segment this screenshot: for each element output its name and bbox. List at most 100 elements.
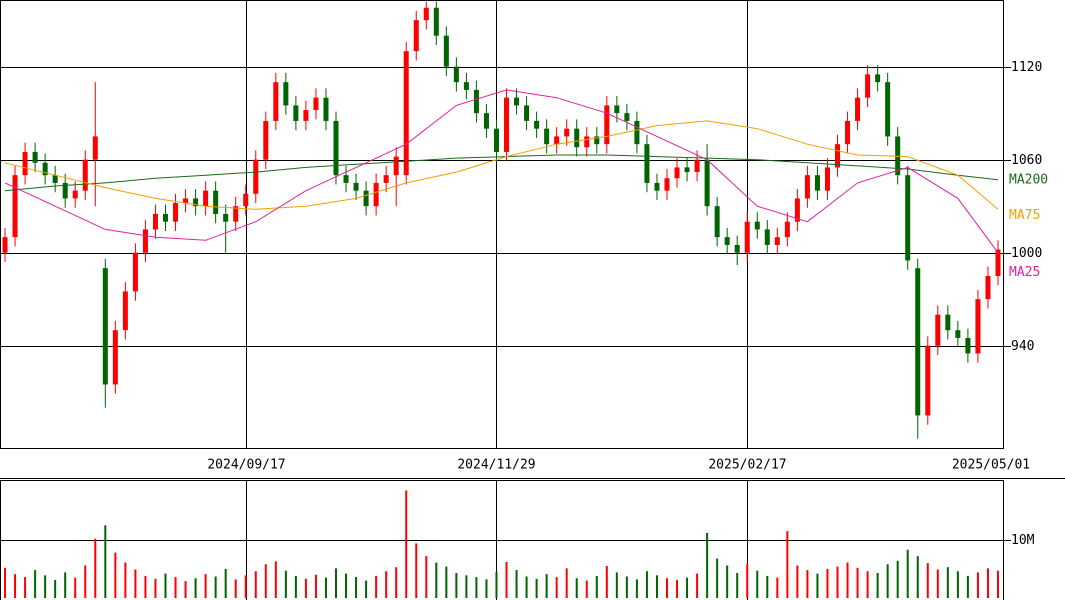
candle-body — [283, 82, 289, 106]
volume-bar — [926, 563, 929, 598]
candle-body — [203, 190, 209, 207]
candle-body — [323, 97, 329, 121]
volume-bar — [726, 565, 729, 598]
candle-body — [463, 82, 469, 90]
candle-body — [604, 105, 610, 145]
ma-line — [4, 89, 999, 253]
candle-body — [774, 237, 780, 245]
candle-body — [855, 97, 861, 121]
candle-body — [142, 229, 148, 253]
candle-body — [734, 244, 740, 253]
candle-body — [744, 221, 750, 253]
candle-body — [915, 268, 921, 416]
volume-bar — [475, 577, 478, 598]
volume-bar — [194, 578, 197, 598]
candle-body — [564, 128, 570, 137]
volume-bar — [144, 575, 147, 598]
volume-bar — [896, 560, 899, 598]
candle-body — [82, 159, 88, 191]
volume-bar — [314, 574, 317, 598]
candle-body — [764, 229, 770, 245]
candle-body — [995, 249, 1001, 276]
volume-bar — [665, 578, 668, 598]
candle-body — [363, 190, 369, 207]
candle-body — [534, 120, 540, 129]
volume-bar — [605, 566, 608, 598]
candle-body — [12, 175, 18, 238]
volume-bar — [655, 575, 658, 598]
volume-bar — [294, 575, 297, 598]
candle-body — [263, 120, 269, 160]
volume-bar — [746, 563, 749, 598]
candle-body — [423, 7, 429, 21]
volume-bar — [535, 578, 538, 598]
volume-bar — [34, 570, 37, 598]
y-tick-label: 1060 — [1011, 153, 1042, 168]
candle-body — [62, 182, 68, 199]
x-tick-label: 2024/11/29 — [457, 458, 535, 473]
y-tick-label: 1120 — [1011, 60, 1042, 75]
candle-body — [233, 206, 239, 222]
volume-bar — [786, 531, 789, 598]
candle-body — [183, 198, 189, 204]
volume-bar — [635, 579, 638, 598]
candle-body — [664, 178, 670, 191]
candle-body — [614, 105, 620, 114]
volume-bar — [54, 579, 57, 598]
volume-bar — [956, 571, 959, 598]
volume-bar — [575, 578, 578, 598]
candle-body — [333, 120, 339, 176]
candle-body — [524, 105, 530, 121]
candle-body — [514, 97, 520, 106]
candle-body — [784, 221, 790, 238]
candle-body — [132, 252, 138, 292]
x-tick-label: 2025/05/01 — [952, 458, 1030, 473]
legend-label: MA25 — [1009, 265, 1040, 280]
volume-bar — [405, 490, 408, 598]
volume-bar — [244, 575, 247, 598]
candle-body — [885, 82, 891, 137]
volume-bar — [375, 575, 378, 598]
volume-bar — [986, 568, 989, 598]
candle-body — [714, 206, 720, 238]
volume-bar — [716, 558, 719, 598]
volume-bar — [525, 576, 528, 598]
y-tick-label: 940 — [1011, 339, 1034, 354]
candle-body — [654, 182, 660, 191]
candle-body — [473, 89, 479, 114]
volume-bar — [796, 565, 799, 598]
volume-bar — [816, 573, 819, 598]
volume-bar — [996, 570, 999, 598]
volume-frame — [0, 480, 1004, 600]
candle-body — [433, 7, 439, 36]
candle-body — [22, 151, 28, 176]
candle-body — [483, 113, 489, 129]
candle-body — [173, 203, 179, 222]
volume-bar — [806, 570, 809, 598]
candle-body — [162, 213, 169, 222]
volume-bar — [936, 569, 939, 598]
candle-body — [504, 97, 510, 152]
volume-bar — [204, 574, 207, 598]
volume-bar — [916, 556, 919, 598]
volume-bar — [385, 571, 388, 598]
volume-bar — [284, 570, 287, 598]
x-tick-label: 2024/09/17 — [207, 458, 285, 473]
ma-line — [4, 120, 999, 210]
volume-bar — [335, 568, 338, 598]
candle-body — [92, 136, 98, 160]
candle-body — [273, 82, 279, 121]
candle-body — [624, 113, 630, 121]
candle-body — [443, 35, 449, 67]
volume-bar — [976, 572, 979, 598]
candle-body — [985, 275, 991, 300]
volume-bar — [104, 525, 107, 598]
candle-body — [955, 330, 961, 338]
volume-bar — [826, 568, 829, 598]
volume-bar — [676, 579, 679, 598]
volume-bar — [766, 575, 769, 598]
volume-bar — [595, 575, 598, 598]
candle-body — [293, 105, 299, 121]
candle-body — [32, 151, 38, 163]
